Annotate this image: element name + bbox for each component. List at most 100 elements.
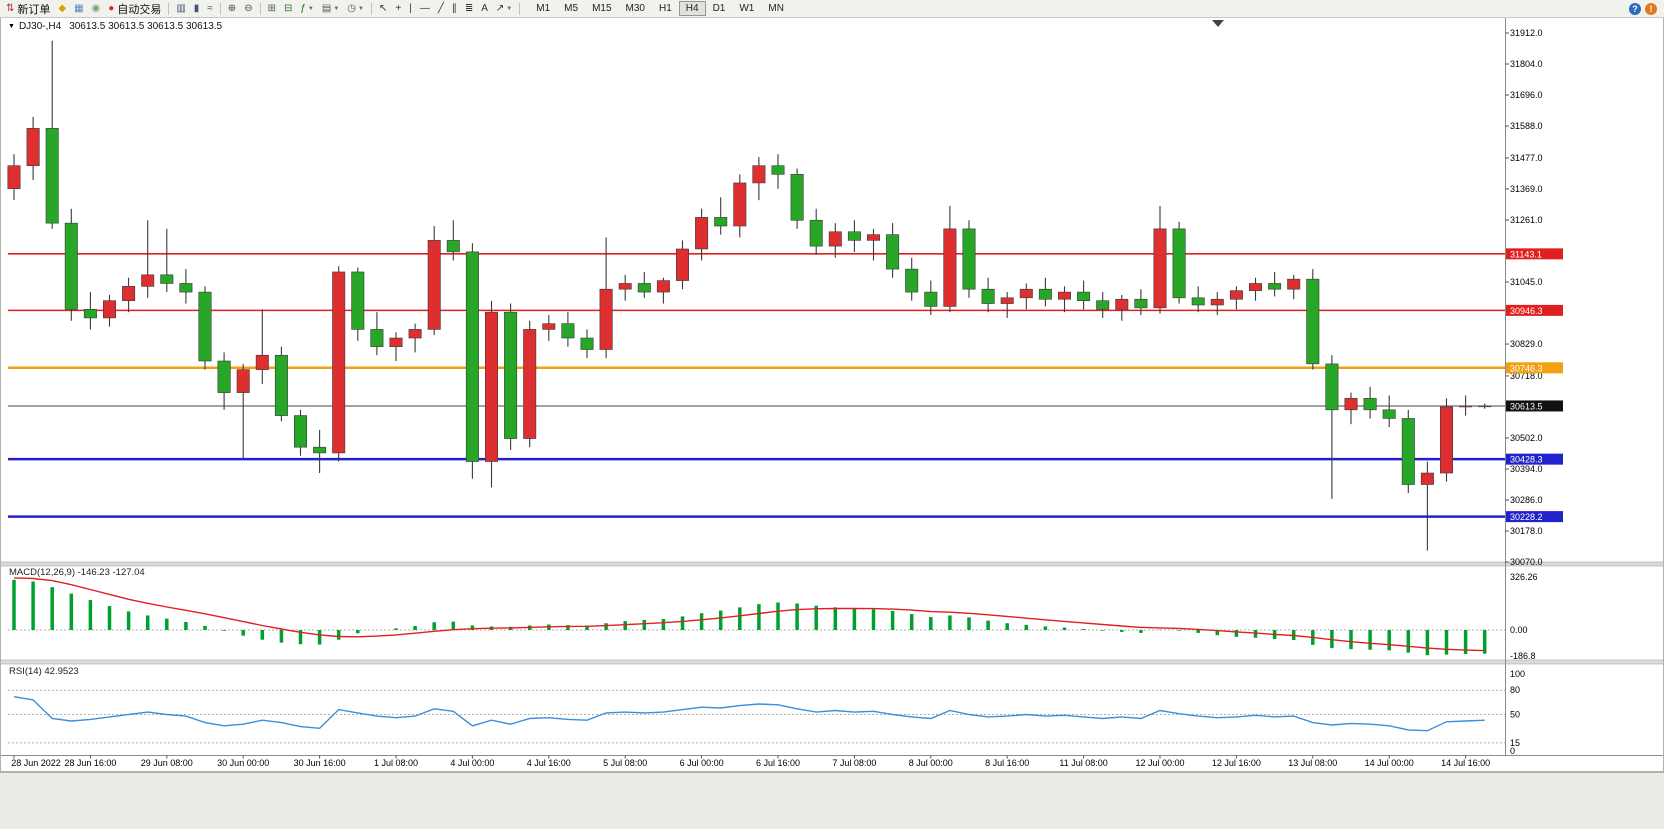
tile-windows-button[interactable]: ⊞ [264,0,280,17]
candle [1420,472,1434,485]
price-tick-label: 30070.0 [1510,557,1543,567]
candle [1115,298,1129,310]
chevron-down-icon: ▼ [307,5,314,12]
candle [370,329,384,347]
notifications-icon[interactable]: ! [1645,2,1657,15]
candle [1058,291,1072,300]
candle [714,217,728,227]
auto-trading-button[interactable]: ● 自动交易 [104,0,165,17]
rsi-axis-label: 0 [1510,746,1515,756]
candlestick-chart-button[interactable]: ▮ [190,0,204,17]
auto-arrange-button[interactable]: ⊟ [280,0,296,17]
indicators-icon: ƒ [300,2,306,14]
timeframe-m15-button[interactable]: M15 [592,3,612,14]
period-button[interactable]: ◷ ▼ [343,0,368,17]
chart-shift-marker-icon [1212,20,1224,27]
price-tick-label: 31804.0 [1510,59,1543,69]
timeframe-mn-button[interactable]: MN [768,3,784,14]
period-icon: ◷ [347,2,357,14]
candle [924,291,938,307]
candle [389,337,403,347]
timeframe-w1-button[interactable]: W1 [739,3,755,14]
macd-signal-line [13,577,1485,652]
ohlc-values: 30613.5 30613.5 30613.5 30613.5 [69,21,223,32]
timeframe-m30-button[interactable]: M30 [625,3,645,14]
auto-arrange-icon: ⊟ [283,2,293,14]
macd-axis-label: 0.00 [1510,625,1528,635]
price-tick-label: 30178.0 [1510,526,1543,536]
candle [752,165,766,184]
time-axis: 28 Jun 2022 28 Jun 16:00 29 Jun 08:00 30 Ju… [11,755,1490,768]
macd-axis-label: 326.26 [1510,572,1538,582]
candle [637,283,651,293]
templates-button[interactable]: ▤ ▼ [318,0,343,17]
rsi-value: 42.9523 [44,666,79,677]
timeframe-h1-button[interactable]: H1 [658,3,672,14]
trendline-button[interactable]: ╱ [434,0,448,17]
arrows-button[interactable]: ↗ ▼ [492,0,516,17]
candle [103,300,117,319]
timeframe-h4-button[interactable]: H4 [678,1,706,16]
zoom-in-button[interactable]: ⊕ [224,0,240,17]
chart-title: ▼ DJ30-,H4 30613.5 30613.5 30613.5 30613.5 [8,21,222,32]
indicators-button[interactable]: ƒ ▼ [296,0,318,17]
time-axis-label: 11 Jul 08:00 [1059,758,1107,768]
candle [446,240,460,253]
channel-button[interactable]: ∥ [448,0,461,17]
status-area [0,772,1664,829]
timeframe-m5-button[interactable]: M5 [564,3,579,14]
candle [1382,409,1396,419]
bar-chart-button[interactable]: ▥ [172,0,189,17]
templates-icon: ▤ [321,2,332,14]
new-chart-button[interactable]: ▦ [70,0,87,17]
candle [427,240,441,330]
candle [1153,228,1167,309]
cursor-button[interactable]: ↖ [375,0,391,17]
candle [695,217,709,250]
time-axis-label: 12 Jul 00:00 [1135,758,1184,768]
toolbar: ⇅ 新订单 ◆ ▦ ◉ ● 自动交易 ▥ ▮ ≈ ⊕ ⊖ ⊞ ⊟ ƒ ▼ ▤ ▼ ◷ ▼ ↖ + | — ╱ ∥ ≣ A ↗ ▼ M1 M5… [0,0,1664,18]
strategy-tester-button[interactable]: ◉ [88,0,105,17]
strategy-tester-icon: ◉ [91,2,101,14]
time-axis-label: 28 Jun 16:00 [64,758,116,768]
price-tick-label: 30829.0 [1510,339,1543,349]
zoom-out-button[interactable]: ⊖ [240,0,256,17]
zoom-in-icon: ⊕ [227,2,237,14]
time-axis-label: 30 Jun 00:00 [217,758,269,768]
candle [1401,418,1415,485]
time-axis-label: 14 Jul 00:00 [1365,758,1414,768]
price-tag-label: 30428.3 [1510,455,1543,465]
new-order-button[interactable]: ⇅ 新订单 [2,0,54,17]
candle [675,248,689,281]
horizontal-line-button[interactable]: — [416,0,434,17]
help-icon[interactable]: ? [1629,2,1641,15]
auto-trading-label: 自动交易 [117,3,162,16]
metaeditor-button[interactable]: ◆ [54,0,70,17]
line-chart-button[interactable]: ≈ [203,0,217,17]
candle [580,337,594,350]
text-button[interactable]: A [477,0,492,17]
chart-menu-icon[interactable]: ▼ [8,23,15,30]
price-tick-label: 31477.0 [1510,153,1543,163]
candle [1478,405,1492,408]
candle [26,128,40,166]
timeframe-d1-button[interactable]: D1 [712,3,726,14]
candle [1249,283,1263,291]
price-tick-label: 31912.0 [1510,28,1543,38]
vertical-line-button[interactable]: | [405,0,416,17]
candle [542,323,556,330]
candlestick-chart-icon: ▮ [193,2,200,14]
candle [1229,290,1243,300]
price-tick-label: 30286.0 [1510,495,1543,505]
candle [465,251,479,462]
candle [1096,300,1110,310]
symbol-period-label: DJ30-,H4 [18,21,62,32]
candle [618,283,632,290]
fibonacci-button[interactable]: ≣ [461,0,477,17]
timeframe-m1-button[interactable]: M1 [536,3,551,14]
candle [1134,298,1148,309]
crosshair-button[interactable]: + [391,0,405,17]
candle [962,228,976,290]
